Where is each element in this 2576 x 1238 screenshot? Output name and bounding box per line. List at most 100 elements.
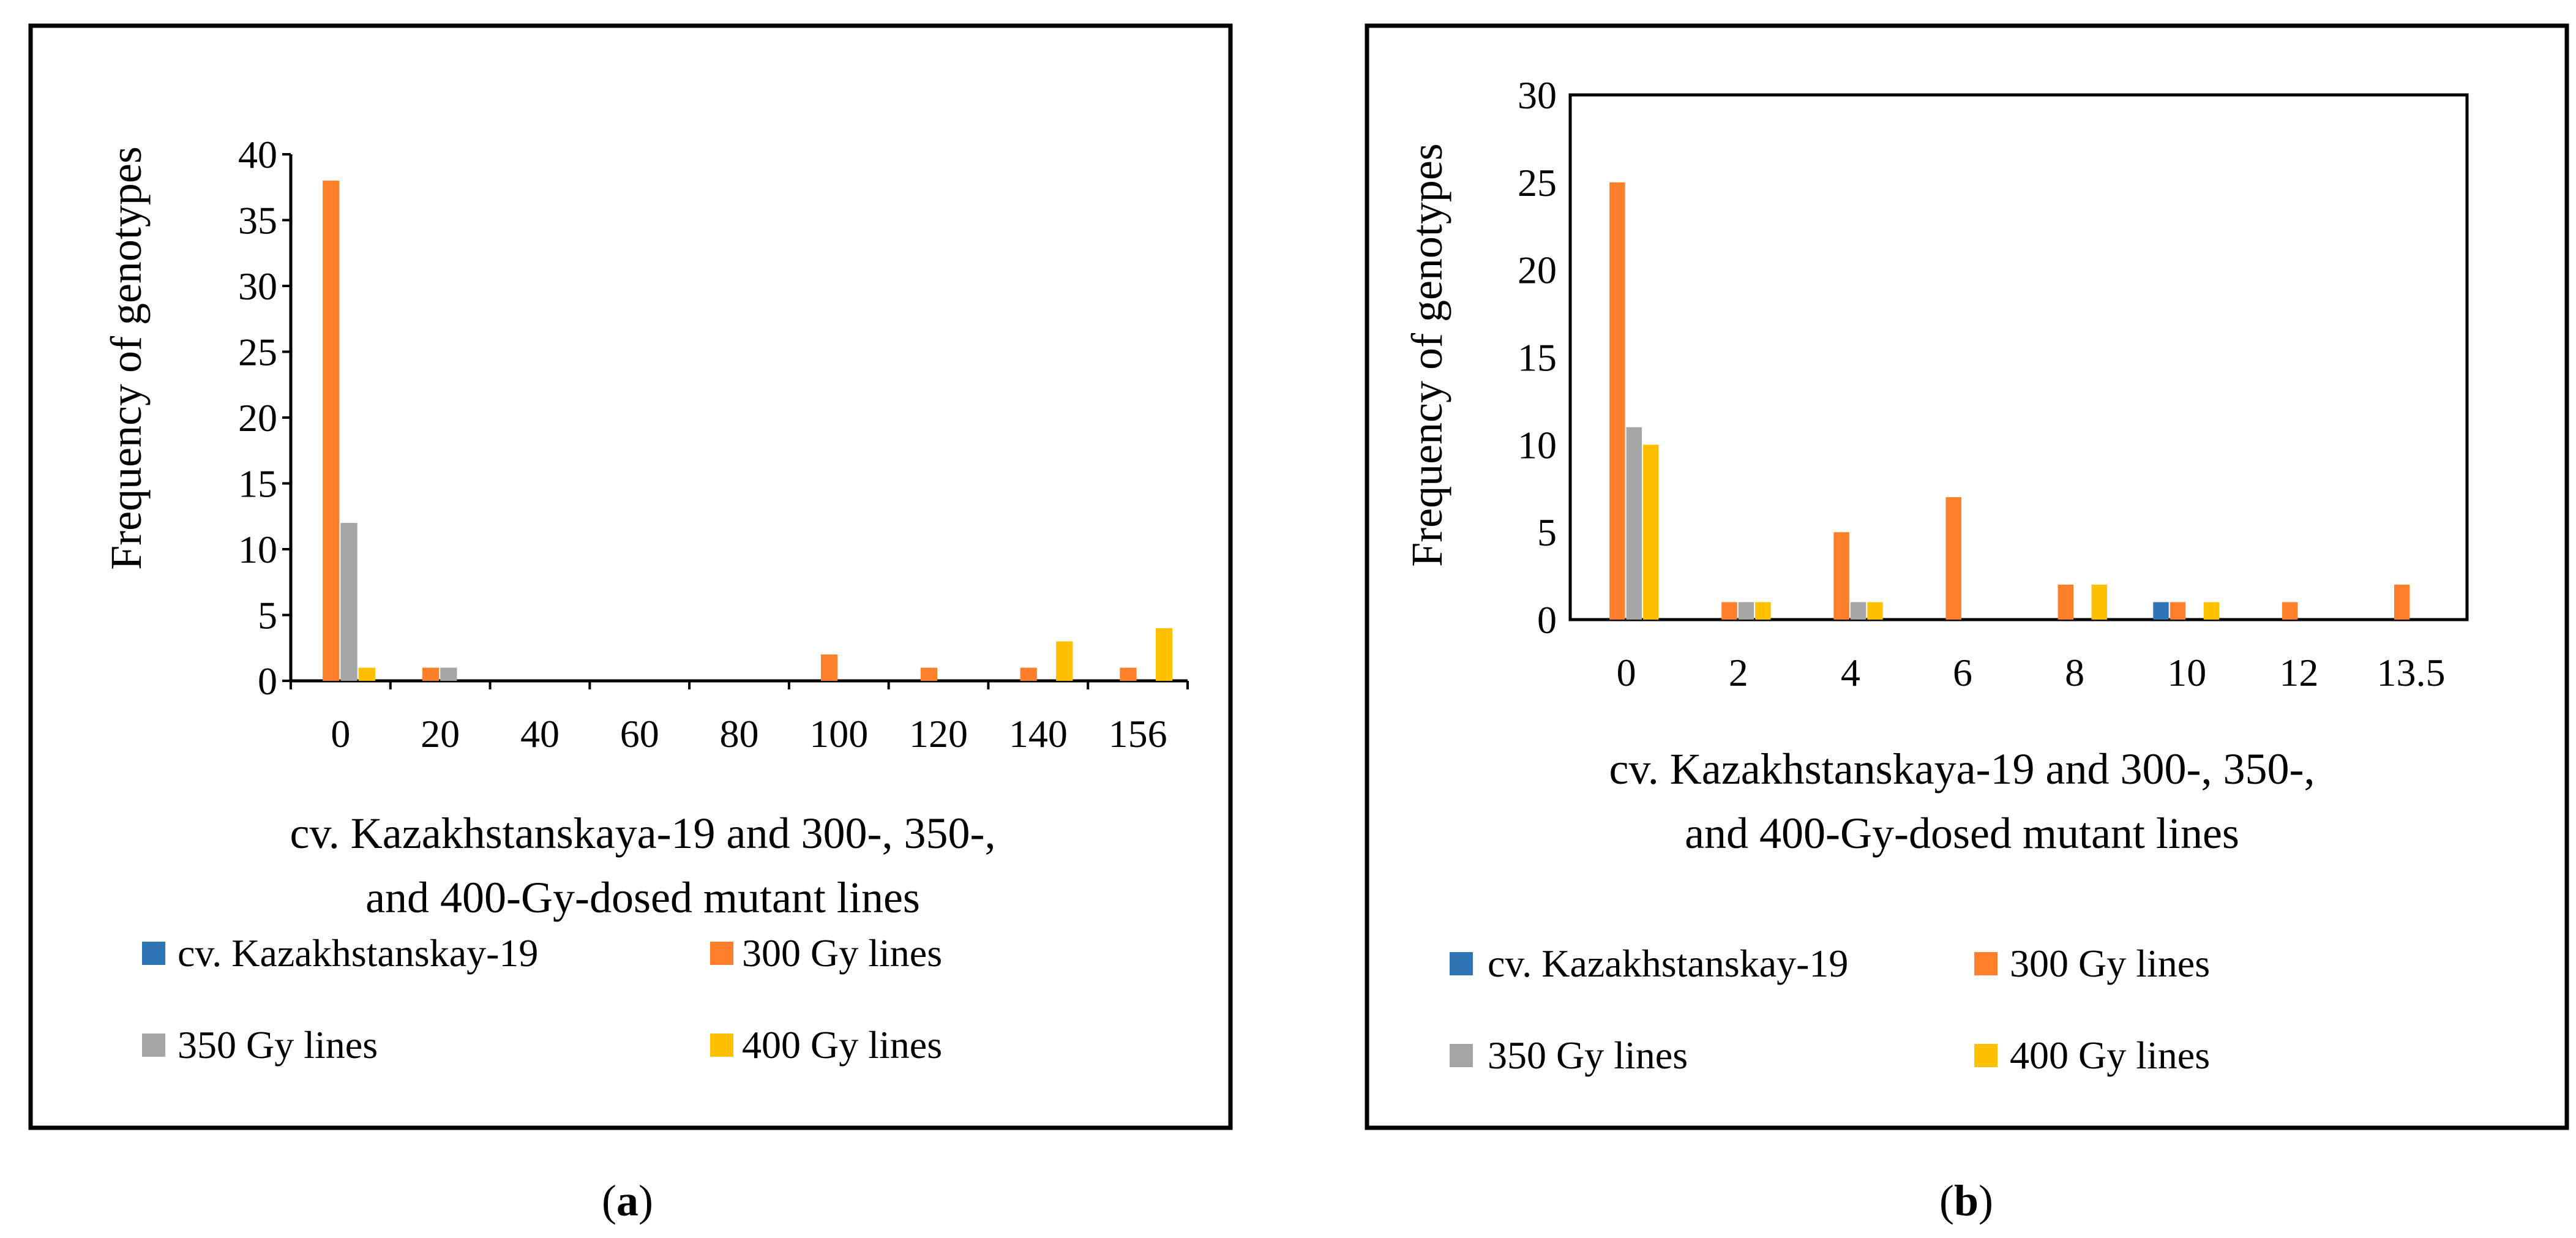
panel-a-axes: [289, 154, 1188, 683]
panel-a-bar-400-gy-lines-cat-0: [358, 667, 375, 681]
panel-b-y-tick-label: 20: [1518, 249, 1557, 292]
panel-a-x-tick-label: 80: [720, 712, 759, 756]
panel-b-bar-400-gy-lines-cat-4: [1867, 602, 1883, 620]
panel-a-bar-300-gy-lines-cat-100: [820, 655, 838, 681]
panel-a-y-axis-title: Frequency of genotypes: [102, 146, 151, 570]
panel-b-x-tick-label: 6: [1953, 651, 1972, 694]
panel-a-bar-300-gy-lines-cat-0: [323, 181, 340, 681]
panel-b-legend-swatch-400-gy: [1974, 1044, 1998, 1067]
panel-a-caption-letter: a: [616, 1176, 638, 1225]
panel-b: Frequency of genotypes 0 5 10 15 20 25 30 0 2 4 6…: [1365, 23, 2569, 1225]
panel-b-x-ticks: 0 2 4 6 8 10 12 13.5: [1617, 651, 2446, 694]
panel-b-legend-swatch-cv-kazakhstanskay-19: [1450, 952, 1473, 975]
panel-b-legend-label-300-gy: 300 Gy lines: [2010, 942, 2210, 985]
panel-b-y-tick-label: 0: [1537, 598, 1557, 642]
panel-b-bar-300-gy-lines-cat-13.5: [2394, 584, 2410, 620]
panel-b-bar-300-gy-lines-cat-12: [2282, 602, 2298, 620]
panel-a-x-tick-label: 100: [809, 712, 868, 756]
panel-a-legend-label-350-gy: 350 Gy lines: [178, 1023, 378, 1067]
panel-b-bar-300-gy-lines-cat-6: [1945, 497, 1961, 620]
panel-a-y-tick-label: 5: [258, 594, 277, 637]
panel-a-x-tick-label: 60: [620, 712, 659, 756]
panel-b-caption-letter: b: [1954, 1176, 1979, 1225]
panel-b-x-tick-label: 4: [1841, 651, 1860, 694]
panel-a-legend-swatch-cv-kazakhstanskay-19: [142, 942, 165, 965]
panel-b-x-tick-label: 10: [2167, 651, 2206, 694]
panel-b-bar-300-gy-lines-cat-4: [1833, 532, 1849, 620]
panel-b-x-tick-label: 12: [2279, 651, 2318, 694]
panel-a-x-tick-label: 40: [520, 712, 560, 756]
panel-a-legend-swatch-400-gy: [710, 1034, 733, 1057]
panel-b-frame: [1365, 23, 2569, 1130]
panel-a-y-tick-label: 0: [258, 659, 277, 703]
panel-a-bar-350-gy-lines-cat-0: [340, 523, 358, 681]
panel-b-bar-400-gy-lines-cat-8: [2091, 584, 2107, 620]
panel-b-bar-350-gy-lines-cat-0: [1626, 427, 1642, 620]
panel-a-y-tick-label: 20: [238, 396, 277, 440]
panel-a-frame: [28, 23, 1233, 1130]
panel-b-x-axis-title-line-1: cv. Kazakhstanskaya-19 and 300-, 350-,: [1609, 745, 2315, 793]
panel-a-bar-300-gy-lines-cat-156: [1120, 667, 1137, 681]
panel-a-x-tick-label: 0: [331, 712, 350, 756]
panel-a-x-axis-title-line-1: cv. Kazakhstanskaya-19 and 300-, 350-,: [290, 809, 996, 858]
panel-b-axes: [1568, 93, 2469, 621]
panel-b-x-tick-label: 13.5: [2376, 651, 2445, 694]
panel-b-bar-400-gy-lines-cat-0: [1643, 445, 1659, 620]
panel-a-caption: (a): [602, 1176, 653, 1225]
panel-a-bar-300-gy-lines-cat-140: [1020, 667, 1037, 681]
panel-b-x-tick-label: 8: [2065, 651, 2084, 694]
panel-b-bars: [1609, 182, 2410, 620]
panel-a-legend-label-300-gy: 300 Gy lines: [742, 931, 942, 975]
panel-a-x-axis-title-line-2: and 400-Gy-dosed mutant lines: [365, 873, 920, 922]
panel-a-bar-350-gy-lines-cat-20: [440, 667, 457, 681]
panel-a-bar-400-gy-lines-cat-140: [1056, 641, 1073, 681]
panel-a-x-tick-label: 156: [1109, 712, 1167, 756]
panel-a-y-tick-label: 15: [238, 462, 277, 506]
panel-b-y-tick-label: 10: [1518, 423, 1557, 467]
panel-a-y-tick-label: 30: [238, 264, 277, 308]
panel-b-y-ticks: 0 5 10 15 20 25 30: [1518, 73, 1557, 642]
panel-b-legend-label-400-gy: 400 Gy lines: [2010, 1034, 2210, 1077]
panel-b-bar-400-gy-lines-cat-10: [2203, 602, 2220, 620]
panel-a-legend-label-cv-kazakhstanskay-19: cv. Kazakhstanskay-19: [178, 931, 538, 975]
panel-a-y-tick-label: 10: [238, 528, 277, 571]
panel-a: Frequency of genotypes 0510152025303540 …: [28, 23, 1233, 1225]
panel-b-plot-border: [1568, 93, 2469, 621]
panel-b-y-tick-label: 15: [1518, 336, 1557, 380]
panel-a-x-tick-label: 20: [421, 712, 460, 756]
panel-b-y-tick-label: 25: [1518, 161, 1557, 204]
panel-a-legend-label-400-gy: 400 Gy lines: [742, 1023, 942, 1067]
panel-a-y-ticks: 0 5 10 15 20 25 30 35 40: [238, 133, 291, 703]
panel-b-x-tick-label: 0: [1617, 651, 1636, 694]
panel-b-bar-cv-kazakhstanskay-19-cat-10: [2153, 602, 2169, 620]
panel-b-legend-swatch-300-gy: [1974, 952, 1998, 975]
panel-b-legend-label-cv-kazakhstanskay-19: cv. Kazakhstanskay-19: [1488, 942, 1848, 985]
panel-b-x-axis-title-line-2: and 400-Gy-dosed mutant lines: [1685, 809, 2239, 858]
panel-b-caption: (b): [1939, 1176, 1993, 1225]
panel-a-bar-300-gy-lines-cat-120: [920, 667, 938, 681]
panel-a-y-tick-label: 40: [238, 133, 277, 176]
panel-a-legend-swatch-350-gy: [142, 1034, 165, 1057]
panel-b-y-tick-label: 30: [1518, 73, 1557, 117]
panel-b-bar-300-gy-lines-cat-8: [2057, 584, 2074, 620]
panel-a-x-tick-label: 120: [909, 712, 968, 756]
panel-b-bar-350-gy-lines-cat-4: [1850, 602, 1866, 620]
panel-a-legend-swatch-300-gy: [710, 942, 733, 965]
panel-b-bar-300-gy-lines-cat-10: [2170, 602, 2186, 620]
panel-b-bar-400-gy-lines-cat-2: [1755, 602, 1771, 620]
panel-b-x-tick-label: 2: [1729, 651, 1748, 694]
panel-b-y-axis-title: Frequency of genotypes: [1402, 143, 1451, 567]
panel-b-legend-label-350-gy: 350 Gy lines: [1488, 1034, 1688, 1077]
panel-a-bars: [323, 181, 1173, 681]
panel-a-x-ticks: 0 20 40 60 80 100 120 140 156: [290, 681, 1189, 756]
panel-a-legend: cv. Kazakhstanskay-19 300 Gy lines 350 G…: [142, 931, 942, 1067]
panel-a-x-tick-label: 140: [1009, 712, 1068, 756]
panel-b-bar-300-gy-lines-cat-2: [1721, 602, 1737, 620]
panel-a-y-tick-label: 35: [238, 199, 277, 242]
panel-a-y-tick-label: 25: [238, 331, 277, 374]
panel-a-bar-400-gy-lines-cat-156: [1155, 628, 1173, 681]
panel-a-bar-300-gy-lines-cat-20: [422, 667, 440, 681]
panel-b-legend-swatch-350-gy: [1450, 1044, 1473, 1067]
panel-b-y-tick-label: 5: [1537, 511, 1557, 554]
